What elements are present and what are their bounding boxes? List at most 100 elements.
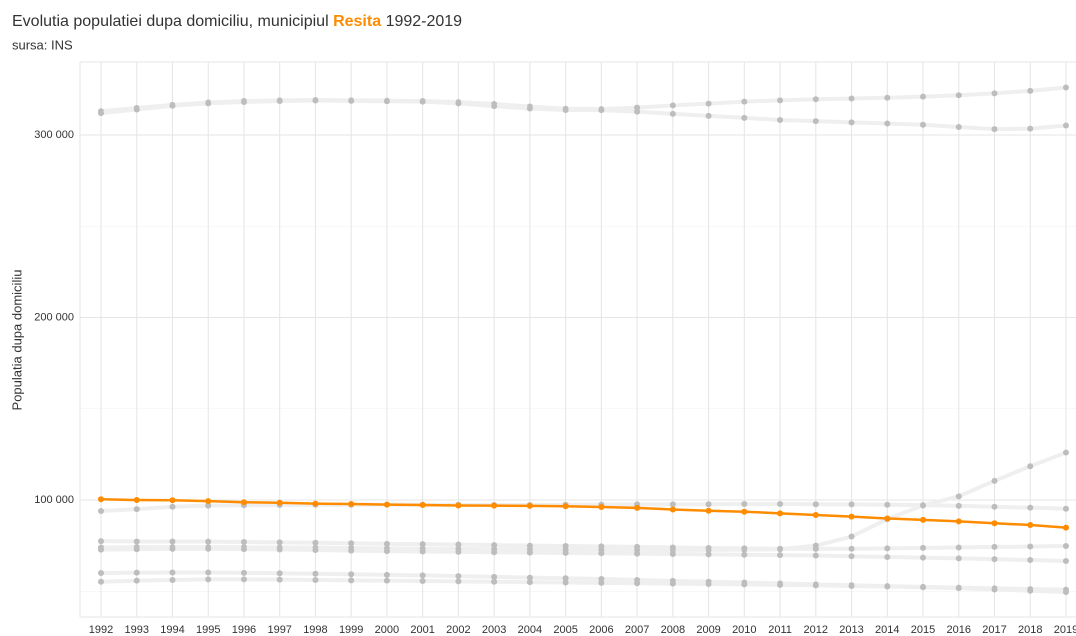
context-point: [598, 107, 605, 114]
context-point: [705, 580, 712, 587]
context-point: [562, 106, 569, 113]
highlight-point: [848, 513, 855, 520]
context-point: [491, 542, 498, 549]
context-point: [812, 552, 819, 559]
context-point: [562, 543, 569, 550]
x-tick-label: 1997: [267, 624, 291, 636]
context-point: [741, 581, 748, 588]
context-point: [205, 538, 212, 545]
context-point: [741, 114, 748, 121]
context-point: [848, 545, 855, 552]
context-point: [455, 100, 462, 107]
chart-subtitle: sursa: INS: [12, 37, 73, 52]
x-tick-label: 2016: [947, 624, 971, 636]
context-line: [100, 539, 1067, 551]
context-point: [383, 98, 390, 105]
context-point: [205, 576, 212, 583]
context-point: [383, 571, 390, 578]
context-point: [169, 102, 176, 109]
context-point: [348, 571, 355, 578]
context-point: [741, 98, 748, 105]
context-point: [955, 555, 962, 562]
context-point: [705, 551, 712, 558]
context-point: [205, 100, 212, 107]
context-point: [169, 569, 176, 576]
highlight-point: [669, 506, 676, 513]
context-point: [348, 547, 355, 554]
context-point: [455, 541, 462, 548]
context-point: [884, 94, 891, 101]
context-point: [920, 584, 927, 591]
context-point: [920, 544, 927, 551]
context-point: [1062, 84, 1069, 91]
context-point: [705, 501, 712, 508]
context-point: [455, 578, 462, 585]
x-tick-label: 1994: [160, 624, 184, 636]
context-point: [312, 576, 319, 583]
context-point: [991, 586, 998, 593]
context-point: [312, 97, 319, 104]
x-tick-label: 2017: [982, 624, 1006, 636]
highlight-point: [1027, 522, 1034, 529]
x-tick-label: 2012: [804, 624, 828, 636]
x-tick-label: 2006: [589, 624, 613, 636]
highlight-point: [705, 507, 712, 514]
context-line: [100, 546, 1067, 563]
context-point: [669, 544, 676, 551]
context-point: [240, 546, 247, 553]
highlight-point: [491, 502, 498, 509]
highlight-point: [133, 497, 140, 504]
context-point: [598, 543, 605, 550]
context-point: [133, 506, 140, 513]
context-point: [634, 543, 641, 550]
context-point: [491, 573, 498, 580]
context-point: [884, 120, 891, 127]
context-point: [669, 102, 676, 109]
context-point: [98, 570, 104, 577]
context-point: [276, 98, 283, 105]
x-tick-label: 1998: [303, 624, 327, 636]
highlight-point: [169, 497, 176, 504]
context-point: [741, 501, 748, 508]
context-point: [848, 95, 855, 102]
context-point: [348, 97, 355, 104]
context-point: [1062, 557, 1069, 564]
context-point: [98, 546, 104, 553]
context-point: [562, 579, 569, 586]
highlight-point: [812, 511, 819, 518]
context-point: [777, 501, 784, 508]
y-axis-label: Populatia dupa domiciliu: [9, 270, 24, 411]
context-point: [634, 550, 641, 557]
context-point: [991, 543, 998, 550]
context-point: [1062, 122, 1069, 129]
context-point: [1027, 504, 1034, 511]
context-point: [240, 576, 247, 583]
context-point: [777, 97, 784, 104]
context-point: [1027, 125, 1034, 132]
context-point: [419, 578, 426, 585]
context-point: [562, 549, 569, 556]
context-point: [240, 98, 247, 105]
context-point: [991, 90, 998, 97]
context-point: [98, 507, 104, 514]
context-point: [169, 503, 176, 510]
highlight-point: [205, 498, 212, 505]
context-point: [955, 493, 962, 500]
context-point: [812, 501, 819, 508]
context-point: [634, 108, 641, 115]
context-point: [526, 542, 533, 549]
context-point: [491, 578, 498, 585]
context-point: [419, 572, 426, 579]
x-tick-label: 2008: [661, 624, 685, 636]
context-point: [848, 582, 855, 589]
context-point: [991, 556, 998, 563]
context-point: [276, 539, 283, 546]
context-line: [100, 98, 1067, 132]
context-point: [312, 547, 319, 554]
context-point: [1062, 543, 1069, 550]
context-point: [955, 544, 962, 551]
x-tick-label: 2009: [696, 624, 720, 636]
context-point: [884, 583, 891, 590]
context-point: [133, 106, 140, 113]
context-point: [598, 550, 605, 557]
